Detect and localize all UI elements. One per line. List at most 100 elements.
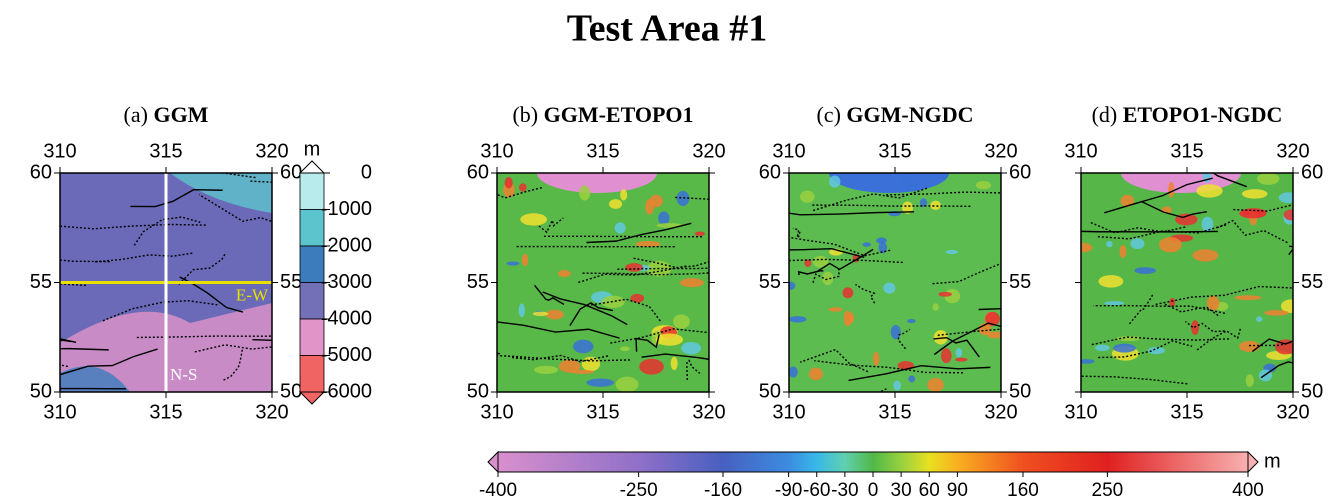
map-anomaly (504, 176, 513, 189)
map-anomaly (1095, 344, 1110, 352)
map-anomaly (630, 293, 645, 303)
map-anomaly (1241, 189, 1268, 199)
ship-track (812, 267, 840, 283)
map-anomaly (614, 222, 626, 234)
map-anomaly (864, 176, 872, 183)
map-anomaly (938, 291, 952, 297)
map-anomaly (1239, 209, 1267, 219)
colorbar-label: -250 (620, 480, 658, 501)
map-anomaly (901, 173, 915, 188)
map-anomaly (521, 253, 529, 267)
map-anomaly (876, 237, 887, 244)
ship-track (1081, 375, 1188, 385)
ship-track (538, 217, 564, 234)
panel-name: ETOPO1-NGDC (1123, 102, 1283, 127)
map-anomaly (601, 295, 625, 309)
map-anomaly (883, 282, 896, 294)
map-anomaly (1147, 346, 1166, 355)
map-anomaly (1175, 213, 1198, 226)
ship-track (897, 328, 911, 350)
map (1081, 173, 1293, 392)
colorbar-cap (298, 391, 326, 405)
ship-track (933, 322, 1001, 356)
ship-track (497, 354, 630, 362)
x-tick-label: 310 (1064, 401, 1097, 423)
ship-track (686, 359, 701, 381)
map-anomaly (655, 333, 684, 346)
colorbar-unit: m (304, 138, 321, 160)
map-anomaly (789, 316, 807, 323)
ship-track (635, 334, 660, 352)
map-anomaly (670, 356, 678, 371)
x-tick-label: 315 (878, 401, 911, 423)
map-anomaly (872, 351, 880, 366)
ship-track (1163, 303, 1219, 317)
panel-title: (d) ETOPO1-NGDC (1092, 102, 1283, 127)
ship-track (95, 252, 193, 263)
ship-track (542, 291, 628, 326)
y-tick-label: 50 (1301, 380, 1323, 402)
map-anomaly (1257, 173, 1280, 185)
profile-label: E-W (236, 285, 269, 304)
ship-track (60, 259, 110, 263)
ship-track (582, 272, 709, 276)
panel-title: (c) GGM-NGDC (816, 102, 973, 127)
map-anomaly (789, 281, 796, 291)
map-anomaly (1283, 209, 1293, 221)
panel-name: GGM-ETOPO1 (544, 102, 694, 127)
colorbar-label: 60 (919, 480, 940, 501)
map-anomaly (927, 378, 944, 392)
map-anomaly (518, 303, 525, 318)
map-anomaly (862, 242, 871, 247)
map-anomaly (676, 190, 690, 206)
map-anomaly (635, 241, 661, 248)
map-anomaly (558, 359, 581, 373)
y-tick-label: 50 (30, 380, 52, 402)
map-anomaly (908, 375, 916, 383)
map-anomaly (572, 339, 594, 354)
map-anomaly (893, 380, 902, 391)
map-anomaly (579, 185, 591, 201)
map-anomaly (808, 367, 824, 381)
panel-title: (a) GGM (124, 102, 209, 127)
colorbar-label: -5000 (321, 344, 372, 366)
y-tick-label: 60 (759, 161, 781, 183)
colorbar-swatch (299, 245, 325, 283)
map (789, 173, 1001, 392)
y-tick-label: 60 (1301, 161, 1323, 183)
y-tick-label: 50 (1009, 380, 1031, 402)
ship-track (789, 248, 865, 259)
colorbar-label: -30 (831, 480, 858, 501)
ship-track (178, 253, 226, 285)
colorbar-label: -160 (704, 480, 742, 501)
map-anomaly (1169, 297, 1176, 307)
colorbar-label: -1000 (321, 198, 372, 220)
map-anomaly (581, 356, 601, 372)
map-anomaly (1081, 242, 1093, 253)
ship-track (250, 180, 272, 183)
y-tick-label: 60 (30, 161, 52, 183)
map-anomaly (532, 311, 549, 316)
map-anomaly (1116, 336, 1141, 342)
map-anomaly (645, 199, 654, 215)
x-tick-label: 320 (255, 401, 288, 423)
colorbar-label: -2000 (321, 234, 372, 256)
map-anomaly (933, 330, 948, 345)
map-anomaly (1255, 316, 1263, 322)
profile-label: N-S (170, 365, 197, 384)
map-anomaly (955, 348, 963, 358)
map-anomaly (625, 263, 644, 272)
colorbar-swatch (299, 318, 325, 356)
ship-track (512, 354, 609, 363)
map-anomaly (828, 307, 843, 312)
colorbar-label: -6000 (321, 380, 372, 402)
colorbar-swatch (299, 209, 325, 247)
ship-track (799, 348, 869, 373)
colorbar-label: -400 (479, 480, 517, 501)
ship-track (933, 336, 980, 358)
x-tick-label: 310 (480, 401, 513, 423)
ship-track (1289, 245, 1293, 248)
map-anomaly (930, 200, 941, 210)
ship-track (1081, 230, 1218, 233)
map-anomaly (901, 201, 914, 214)
